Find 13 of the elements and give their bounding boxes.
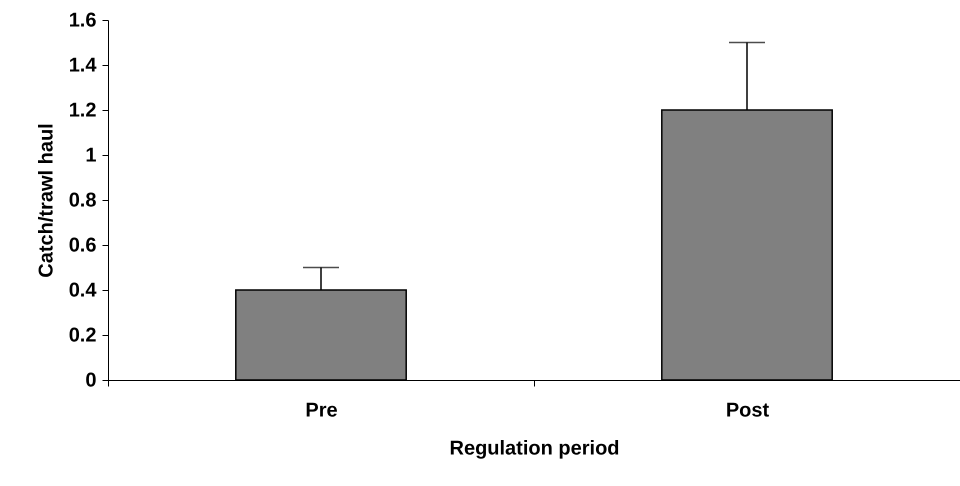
y-tick-label: 1.6 xyxy=(68,10,96,32)
x-axis-title: Regulation period xyxy=(450,438,620,460)
x-tick-label: Pre xyxy=(305,400,338,422)
y-tick-label: 1 xyxy=(85,144,96,166)
x-tick-label: Post xyxy=(726,400,770,422)
y-tick-label: 1.4 xyxy=(68,54,98,76)
y-tick-label: 0.6 xyxy=(68,234,96,256)
y-tick-label: 0.8 xyxy=(68,190,96,212)
y-tick-label: 0 xyxy=(85,370,96,392)
y-tick-label: 0.2 xyxy=(68,324,96,346)
y-tick-label: 1.2 xyxy=(68,100,96,122)
y-tick-label: 0.4 xyxy=(68,280,98,302)
y-axis-title: Catch/trawl haul xyxy=(36,123,58,278)
